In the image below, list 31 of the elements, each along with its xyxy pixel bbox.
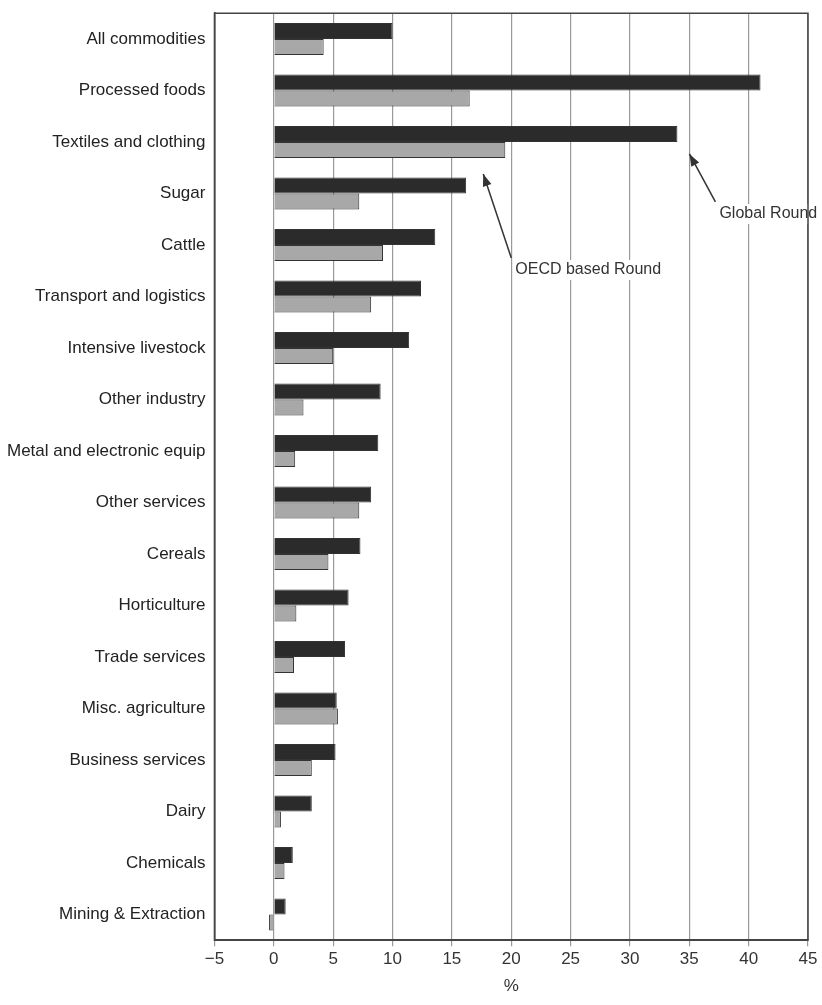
text: OECD based Round (515, 260, 662, 278)
x-tick-label: 15 (442, 949, 462, 969)
y-tick-label: Mining & Extraction (59, 904, 206, 924)
y-tick-label: Sugar (160, 183, 206, 203)
y-tick-label: Metal and electronic equip (6, 440, 206, 460)
y-tick-label: Dairy (165, 801, 206, 821)
y-tick-label: Chemicals (126, 852, 206, 872)
x-tick-label: 20 (501, 949, 521, 969)
y-tick-label: Transport and logistics (35, 286, 206, 306)
y-tick-label: Misc. agriculture (81, 698, 206, 718)
y-tick-label: All commodities (86, 28, 206, 48)
x-tick-label: 25 (561, 949, 581, 969)
x-tick-label: 10 (383, 949, 402, 969)
y-tick-label: Textiles and clothing (52, 131, 206, 151)
y-tick-label: Cereals (146, 543, 206, 563)
y-tick-label: Cattle (161, 234, 206, 254)
x-tick-label: 35 (679, 949, 699, 969)
y-tick-label: Business services (69, 749, 206, 769)
y-tick-label: Other services (95, 492, 206, 512)
x-tick-label: 40 (739, 949, 759, 969)
y-tick-label: Trade services (94, 646, 206, 666)
y-tick-label: Processed foods (78, 80, 206, 100)
y-tick-label: Horticulture (118, 595, 206, 615)
y-tick-label: Other industry (98, 389, 206, 409)
x-tick-label: 5 (328, 949, 338, 969)
y-tick-label: Intensive livestock (67, 337, 206, 357)
x-axis-title: % (503, 976, 519, 996)
x-tick-label: 45 (798, 949, 818, 969)
x-tick-label: −5 (204, 949, 225, 969)
x-tick-label: 30 (620, 949, 640, 969)
x-tick-label: 0 (269, 949, 279, 969)
